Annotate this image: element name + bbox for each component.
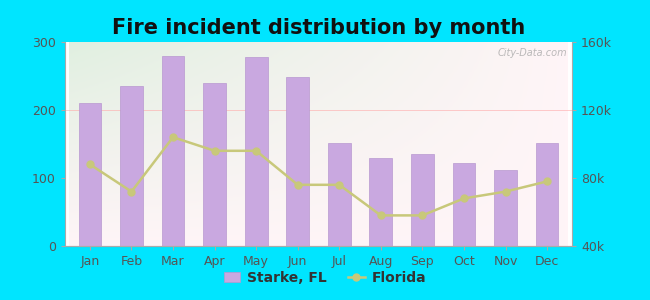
Bar — [452, 163, 475, 246]
Bar — [162, 56, 185, 246]
Bar — [79, 103, 101, 246]
Bar — [494, 170, 517, 246]
Bar — [369, 158, 392, 246]
Bar — [286, 77, 309, 246]
Text: City-Data.com: City-Data.com — [497, 48, 567, 58]
Legend: Starke, FL, Florida: Starke, FL, Florida — [218, 265, 432, 290]
Bar — [328, 142, 351, 246]
Bar — [120, 86, 143, 246]
Bar — [536, 142, 558, 246]
Title: Fire incident distribution by month: Fire incident distribution by month — [112, 18, 525, 38]
Bar — [411, 154, 434, 246]
Bar — [203, 83, 226, 246]
Bar — [245, 57, 268, 246]
